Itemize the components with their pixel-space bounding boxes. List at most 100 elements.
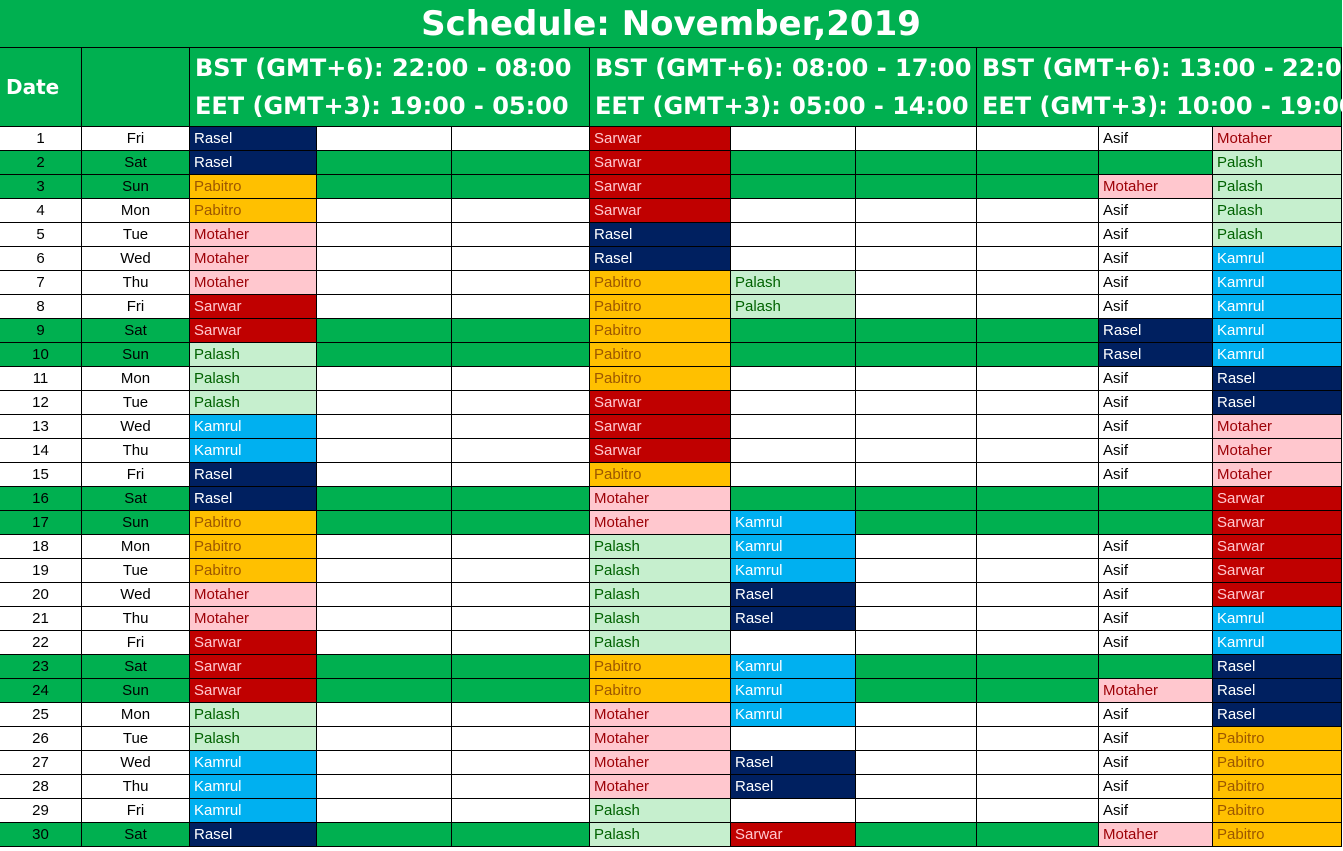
assignment-cell[interactable]: Sarwar [590, 391, 731, 415]
empty-cell[interactable] [317, 487, 452, 511]
assignment-cell[interactable]: Palash [731, 271, 856, 295]
empty-cell[interactable] [317, 439, 452, 463]
empty-cell[interactable] [856, 247, 977, 271]
empty-cell[interactable] [856, 199, 977, 223]
assignment-cell[interactable]: Sarwar [190, 631, 317, 655]
day-cell[interactable]: Wed [82, 751, 190, 775]
day-cell[interactable]: Thu [82, 775, 190, 799]
assignment-cell[interactable]: Asif [1099, 127, 1213, 151]
empty-cell[interactable] [317, 415, 452, 439]
empty-cell[interactable] [977, 343, 1099, 367]
assignment-cell[interactable]: Rasel [190, 823, 317, 847]
empty-cell[interactable] [856, 799, 977, 823]
assignment-cell[interactable]: Kamrul [1213, 295, 1342, 319]
empty-cell[interactable] [856, 175, 977, 199]
empty-cell[interactable] [977, 295, 1099, 319]
assignment-cell[interactable]: Pabitro [590, 679, 731, 703]
assignment-cell[interactable]: Rasel [1213, 703, 1342, 727]
empty-cell[interactable] [977, 463, 1099, 487]
empty-cell[interactable] [856, 751, 977, 775]
assignment-cell[interactable]: Asif [1099, 799, 1213, 823]
day-cell[interactable]: Sun [82, 175, 190, 199]
assignment-cell[interactable]: Asif [1099, 631, 1213, 655]
assignment-cell[interactable]: Motaher [190, 607, 317, 631]
assignment-cell[interactable]: Palash [190, 727, 317, 751]
date-cell[interactable]: 13 [0, 415, 82, 439]
empty-cell[interactable] [317, 703, 452, 727]
assignment-cell[interactable]: Sarwar [590, 415, 731, 439]
assignment-cell[interactable]: Motaher [1213, 415, 1342, 439]
empty-cell[interactable] [856, 319, 977, 343]
assignment-cell[interactable]: Pabitro [190, 175, 317, 199]
empty-cell[interactable] [317, 151, 452, 175]
empty-cell[interactable] [856, 727, 977, 751]
empty-cell[interactable] [856, 463, 977, 487]
header-shift-2[interactable]: BST (GMT+6): 08:00 - 17:00 EET (GMT+3): … [590, 48, 977, 127]
assignment-cell[interactable]: Sarwar [190, 655, 317, 679]
empty-cell[interactable] [452, 463, 590, 487]
day-cell[interactable]: Fri [82, 295, 190, 319]
assignment-cell[interactable]: Asif [1099, 751, 1213, 775]
assignment-cell[interactable]: Pabitro [590, 319, 731, 343]
empty-cell[interactable] [317, 775, 452, 799]
empty-cell[interactable] [452, 151, 590, 175]
empty-cell[interactable] [977, 319, 1099, 343]
assignment-cell[interactable]: Motaher [590, 703, 731, 727]
assignment-cell[interactable]: Motaher [1213, 439, 1342, 463]
day-cell[interactable]: Tue [82, 391, 190, 415]
assignment-cell[interactable]: Palash [590, 535, 731, 559]
date-cell[interactable]: 3 [0, 175, 82, 199]
day-cell[interactable]: Fri [82, 463, 190, 487]
assignment-cell[interactable]: Pabitro [590, 271, 731, 295]
empty-cell[interactable] [856, 295, 977, 319]
date-cell[interactable]: 12 [0, 391, 82, 415]
empty-cell[interactable] [731, 799, 856, 823]
empty-cell[interactable] [317, 727, 452, 751]
assignment-cell[interactable]: Kamrul [190, 439, 317, 463]
header-date[interactable]: Date [0, 48, 82, 127]
empty-cell[interactable] [1099, 511, 1213, 535]
assignment-cell[interactable]: Rasel [1099, 319, 1213, 343]
assignment-cell[interactable]: Motaher [190, 247, 317, 271]
empty-cell[interactable] [452, 127, 590, 151]
empty-cell[interactable] [856, 511, 977, 535]
day-cell[interactable]: Tue [82, 727, 190, 751]
empty-cell[interactable] [452, 391, 590, 415]
empty-cell[interactable] [856, 223, 977, 247]
day-cell[interactable]: Mon [82, 703, 190, 727]
day-cell[interactable]: Wed [82, 415, 190, 439]
empty-cell[interactable] [977, 559, 1099, 583]
empty-cell[interactable] [317, 535, 452, 559]
empty-cell[interactable] [856, 271, 977, 295]
assignment-cell[interactable]: Sarwar [590, 127, 731, 151]
empty-cell[interactable] [977, 631, 1099, 655]
assignment-cell[interactable]: Pabitro [590, 463, 731, 487]
assignment-cell[interactable]: Pabitro [590, 655, 731, 679]
assignment-cell[interactable]: Motaher [590, 487, 731, 511]
empty-cell[interactable] [317, 271, 452, 295]
day-cell[interactable]: Sat [82, 823, 190, 847]
empty-cell[interactable] [977, 703, 1099, 727]
empty-cell[interactable] [452, 487, 590, 511]
empty-cell[interactable] [317, 631, 452, 655]
assignment-cell[interactable]: Rasel [1213, 679, 1342, 703]
assignment-cell[interactable]: Motaher [1213, 463, 1342, 487]
date-cell[interactable]: 14 [0, 439, 82, 463]
assignment-cell[interactable]: Motaher [590, 751, 731, 775]
empty-cell[interactable] [731, 415, 856, 439]
empty-cell[interactable] [731, 439, 856, 463]
empty-cell[interactable] [452, 655, 590, 679]
empty-cell[interactable] [977, 607, 1099, 631]
assignment-cell[interactable]: Sarwar [1213, 583, 1342, 607]
assignment-cell[interactable]: Pabitro [590, 343, 731, 367]
assignment-cell[interactable]: Pabitro [1213, 823, 1342, 847]
assignment-cell[interactable]: Rasel [1213, 391, 1342, 415]
assignment-cell[interactable]: Asif [1099, 775, 1213, 799]
empty-cell[interactable] [856, 127, 977, 151]
assignment-cell[interactable]: Kamrul [731, 703, 856, 727]
day-cell[interactable]: Tue [82, 559, 190, 583]
assignment-cell[interactable]: Kamrul [1213, 247, 1342, 271]
assignment-cell[interactable]: Kamrul [731, 535, 856, 559]
empty-cell[interactable] [977, 247, 1099, 271]
day-cell[interactable]: Wed [82, 583, 190, 607]
